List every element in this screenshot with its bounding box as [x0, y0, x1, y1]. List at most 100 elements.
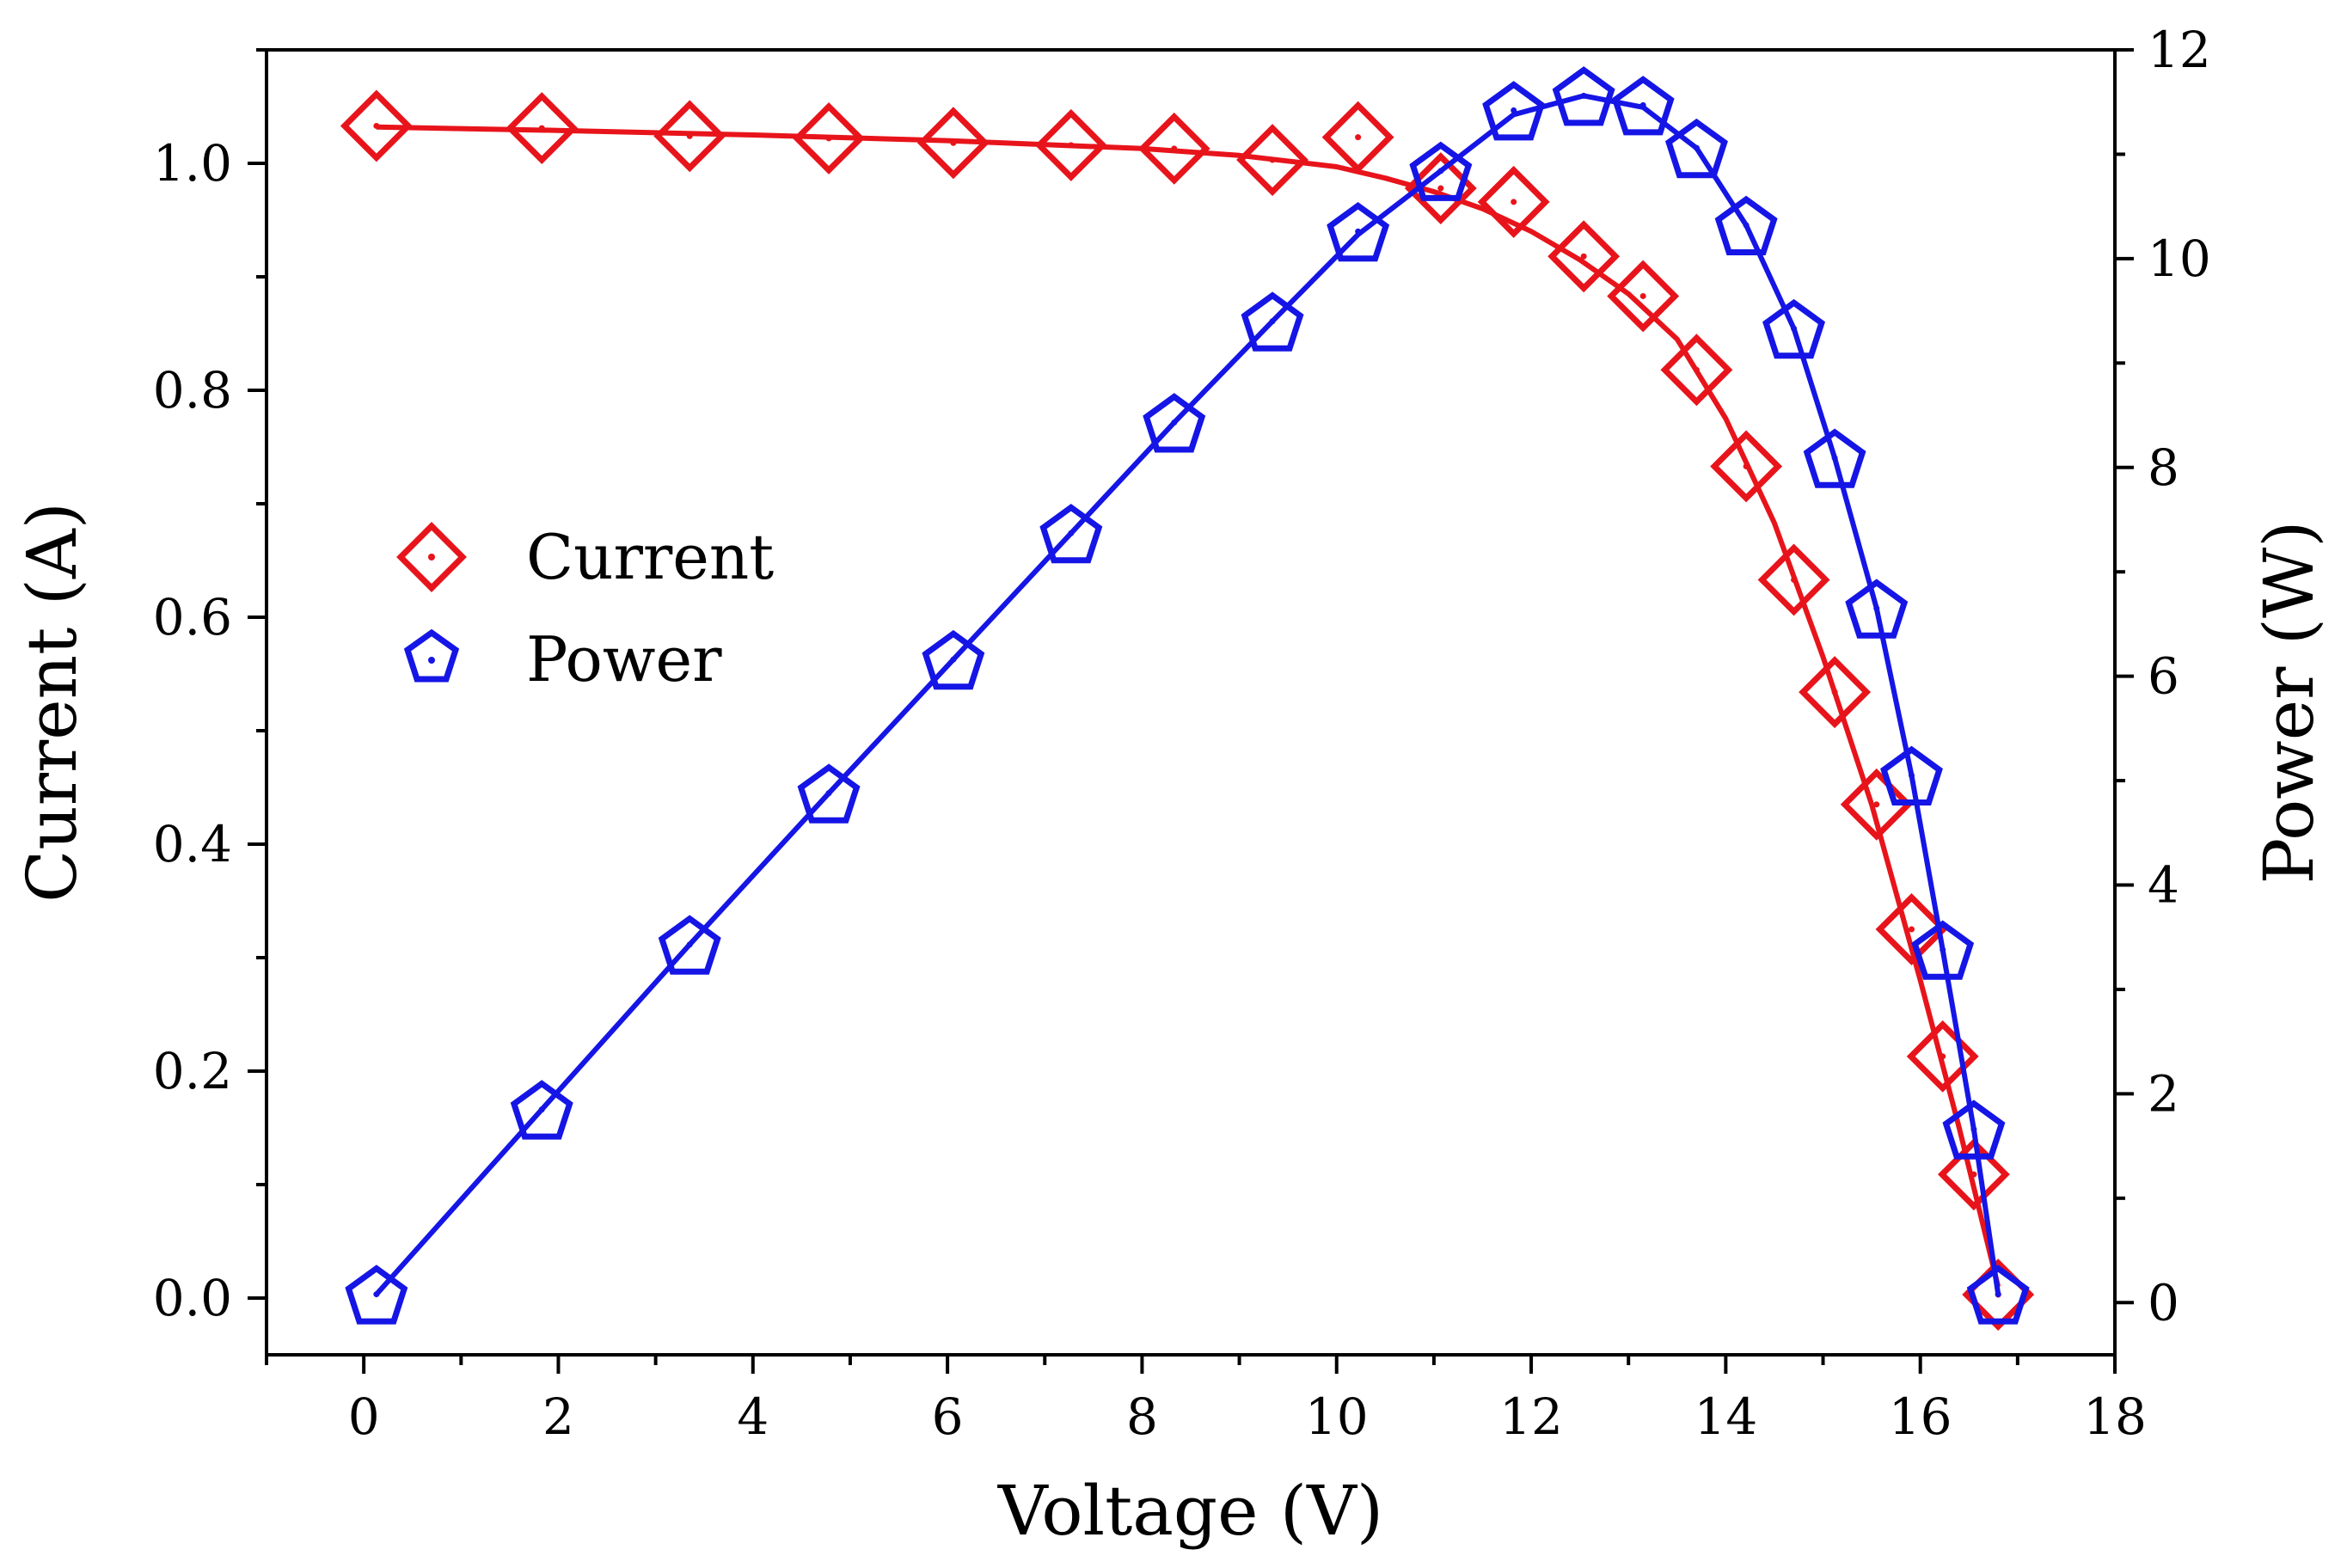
y-left-tick-label: 0.4	[153, 815, 232, 873]
power-marker	[1409, 141, 1473, 201]
power-marker-dot	[1580, 92, 1587, 99]
current-marker-dot	[1940, 1053, 1946, 1060]
y-left-tick-label: 0.0	[153, 1269, 232, 1327]
current-marker-dot	[825, 135, 832, 142]
y-right-tick-label: 0	[2148, 1273, 2179, 1332]
power-marker-dot	[1743, 222, 1750, 229]
current-marker-dot	[1791, 576, 1798, 583]
current-marker-dot	[1269, 156, 1276, 163]
y-left-tick-label: 1.0	[153, 134, 232, 193]
current-marker-dot	[373, 122, 380, 129]
power-marker-dot	[1995, 1291, 2001, 1298]
power-marker-dot	[1511, 107, 1517, 113]
power-marker-dot	[825, 790, 832, 797]
current-marker	[1937, 1138, 2010, 1211]
x-tick-label: 12	[1499, 1387, 1563, 1446]
current-marker-dot	[1355, 134, 1362, 141]
power-marker-dot	[1831, 455, 1838, 462]
y-axis-right: 0 2 4 6 8 10 12	[2115, 21, 2211, 1332]
current-marker	[1477, 165, 1550, 238]
y-axis-right-title: Power (W)	[2249, 521, 2329, 885]
current-marker	[1875, 893, 1948, 965]
x-tick-label: 8	[1126, 1387, 1158, 1446]
current-marker	[916, 107, 990, 180]
current-marker-dot	[1693, 366, 1700, 373]
power-marker	[1241, 291, 1304, 352]
current-marker	[793, 102, 865, 175]
power-marker	[1942, 1099, 2006, 1160]
y-right-tick-label: 6	[2148, 647, 2179, 706]
power-marker	[658, 915, 721, 975]
power-marker-dot	[1791, 325, 1798, 332]
current-marker	[1321, 101, 1394, 174]
current-fit-line	[376, 124, 2001, 1288]
power-marker-dot	[1437, 168, 1444, 175]
plot-frame	[265, 48, 2117, 1357]
x-tick-label: 18	[2083, 1387, 2147, 1446]
legend-current-marker-dot	[428, 554, 435, 560]
power-marker-dot	[373, 1291, 380, 1298]
power-marker-dot	[950, 656, 957, 663]
x-tick-label: 10	[1305, 1387, 1369, 1446]
y-axis-left-title: Current (A)	[12, 502, 92, 903]
power-marker-dot	[1693, 144, 1700, 151]
x-axis: 0 2 4 6 8 10 12 14 16 18	[265, 1355, 2147, 1446]
current-marker-dot	[1909, 926, 1915, 933]
y-left-tick-label: 0.2	[153, 1042, 232, 1100]
power-marker-dot	[1171, 420, 1178, 426]
x-axis-title: Voltage (V)	[997, 1471, 1383, 1551]
power-marker	[1143, 393, 1206, 453]
current-marker-dot	[686, 132, 693, 139]
current-marker	[340, 89, 413, 162]
legend-current-label: Current	[526, 521, 774, 593]
legend-power-marker	[403, 628, 460, 683]
power-marker	[1664, 118, 1728, 179]
power-marker	[922, 629, 985, 690]
power-marker-dot	[1873, 605, 1880, 612]
legend-power-label: Power	[526, 623, 722, 695]
y-axis-left: 0.0 0.2 0.4 0.6 0.8 1.0	[153, 48, 267, 1327]
x-tick-label: 4	[737, 1387, 769, 1446]
current-marker-dot	[1068, 142, 1075, 149]
power-marker	[1966, 1265, 2030, 1325]
current-marker	[1236, 124, 1308, 196]
current-marker	[1757, 543, 1830, 616]
power-marker-dot	[686, 941, 693, 948]
power-marker-dot	[1639, 101, 1646, 108]
x-tick-label: 14	[1694, 1387, 1757, 1446]
current-marker-dot	[1511, 199, 1517, 205]
current-marker-dot	[1831, 689, 1838, 695]
current-marker-dot	[1171, 145, 1178, 152]
series-layer	[340, 66, 2035, 1331]
y-right-tick-label: 2	[2148, 1064, 2179, 1123]
current-marker	[1547, 220, 1621, 293]
current-marker-dot	[1873, 801, 1880, 808]
legend: Current Power	[396, 521, 774, 695]
power-marker-dot	[1940, 946, 1946, 953]
current-marker	[1660, 334, 1733, 407]
current-marker-dot	[1437, 185, 1444, 192]
x-tick-label: 16	[1889, 1387, 1952, 1446]
power-marker	[345, 1265, 408, 1325]
power-marker	[510, 1080, 573, 1140]
power-marker	[1327, 201, 1390, 262]
current-marker	[1799, 656, 1872, 729]
current-marker	[1137, 112, 1210, 185]
current-marker-dot	[1970, 1171, 1977, 1178]
power-marker-dot	[1970, 1126, 1977, 1133]
x-tick-label: 6	[932, 1387, 964, 1446]
current-marker	[653, 100, 726, 173]
power-marker	[1039, 503, 1103, 564]
current-marker	[1906, 1020, 1979, 1093]
power-marker-dot	[538, 1106, 545, 1113]
current-marker	[1607, 260, 1680, 333]
power-marker	[1714, 195, 1778, 255]
power-marker	[1552, 66, 1615, 126]
y-right-tick-label: 12	[2148, 21, 2211, 79]
legend-power-marker-dot	[428, 657, 435, 664]
power-marker-dot	[1909, 772, 1915, 779]
power-marker	[1845, 579, 1909, 639]
current-marker-dot	[950, 139, 957, 146]
current-marker-dot	[1743, 462, 1750, 469]
